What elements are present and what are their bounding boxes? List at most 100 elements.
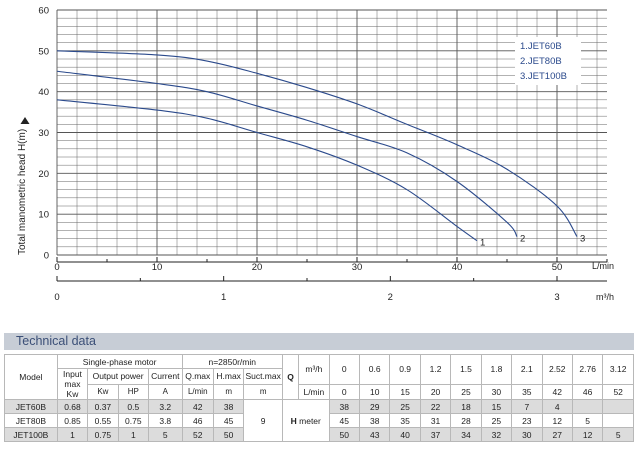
curve-3 [56,50,578,237]
h-cell: 31 [419,413,452,428]
q-lmin-cell: 35 [511,383,543,400]
x-tick-label: 50 [552,262,563,273]
legend-item-2: 2.JET80B [520,56,562,67]
curve-1 [56,99,478,242]
h-cell: 40 [389,427,421,442]
curve-label: 2 [520,234,525,245]
curve-label: 3 [580,234,585,245]
h-cell: 25 [389,399,421,414]
x2-tick-label: 1 [221,292,226,303]
q-label: Q [281,354,299,400]
model-cell: JET100B [4,427,58,442]
curve-label: 1 [480,238,485,249]
q-lmin-cell: 46 [571,383,604,400]
legend: 1.JET60B 2.JET80B 3.JET100B [515,37,581,85]
q-m3h-cell: 0.6 [358,354,391,385]
x-tick-label: 20 [252,262,263,273]
pump-performance-chart: 1 2 3 0 10 20 30 40 50 60 0 10 20 30 40 50 0 1 2 3 L/min m… [17,6,614,304]
curve-2 [56,70,518,237]
hp-cell: 0.5 [117,399,150,414]
q-m3h-cell: 1.8 [480,354,513,385]
technical-data-table: Model Single-phase motor n=2850r/min Q m… [4,354,634,442]
qmax-cell: 52 [181,427,214,442]
legend-item-3: 3.JET100B [520,71,567,82]
y-axis-label: Total manometric head H(m) [17,129,28,255]
h-cell: 18 [450,399,482,414]
h-cell: 38 [328,399,361,414]
q-lmin-cell: 25 [450,383,482,400]
h-cell: 12 [571,427,604,442]
h-cell: 15 [480,399,513,414]
x2-tick-label: 2 [388,292,393,303]
x-tick-label: 0 [54,262,59,273]
h-cell: 32 [480,427,513,442]
q-m3h-unit: m³/h [298,354,330,385]
h-meter-label: H meter [281,399,330,442]
current-header: Current [148,368,183,385]
model-cell: JET80B [4,413,58,428]
kw-cell: 0.37 [87,399,119,414]
hmax-cell: 50 [212,427,245,442]
qmax-header: Q.max [181,368,214,385]
h-cell: 50 [328,427,361,442]
qmax-cell: 46 [181,413,214,428]
unit-a: A [148,383,183,400]
y-tick-label: 10 [38,210,49,221]
h-cell: 22 [419,399,452,414]
tick-labels: 0 10 20 30 40 50 60 0 10 20 30 40 50 0 1 2 3 [38,6,562,304]
output-power-header: Output power [87,368,150,385]
technical-data-title: Technical data [16,334,96,348]
unit-m: m [212,383,245,400]
h-cell [571,399,604,414]
x-axis-unit: L/min [592,261,614,271]
h-label: H [290,415,297,426]
table-row: JET100B 1 0.75 1 5 52 50 50 43 40 37 34 … [4,427,634,442]
q-lmin-unit: L/min [298,383,330,400]
suct-value: 9 [243,399,283,442]
qmax-cell: 42 [181,399,214,414]
unit-m: m [243,383,283,400]
hmax-cell: 45 [212,413,245,428]
y-axis-arrow-icon [20,117,30,124]
h-cell: 29 [358,399,391,414]
h-cell: 5 [571,413,604,428]
h-cell: 35 [389,413,421,428]
h-cell: 45 [328,413,361,428]
suct-header: Suct.max [243,368,283,385]
unit-kw: Kw [87,383,119,400]
q-m3h-cell: 0.9 [389,354,421,385]
input-header: Input max Kw [56,368,89,400]
q-lmin-cell: 30 [480,383,513,400]
h-cell [602,399,634,414]
hmax-cell: 38 [212,399,245,414]
legend-item-1: 1.JET60B [520,41,562,52]
h-cell: 43 [358,427,391,442]
q-lmin-cell: 15 [389,383,421,400]
hmax-header: H.max [212,368,245,385]
x2-tick-label: 3 [554,292,559,303]
unit-hp: HP [117,383,150,400]
input-cell: 0.85 [56,413,89,428]
h-cell: 4 [541,399,573,414]
x-tick-label: 30 [352,262,363,273]
legend-box [515,37,581,85]
model-header: Model [4,354,58,400]
current-cell: 3.8 [148,413,183,428]
q-lmin-cell: 0 [328,383,361,400]
major-gridlines [56,9,607,256]
h-cell [602,413,634,428]
unit-lmin: L/min [181,383,214,400]
x2-tick-label: 0 [54,292,59,303]
current-cell: 5 [148,427,183,442]
hp-cell: 1 [117,427,150,442]
h-cell: 25 [480,413,513,428]
single-phase-header: Single-phase motor [56,354,183,369]
h-cell: 23 [511,413,543,428]
table-row: JET80B 0.85 0.55 0.75 3.8 46 45 45 38 35… [4,413,634,428]
performance-curves: 1 2 3 [56,50,585,249]
h-cell: 27 [541,427,573,442]
h-cell: 5 [602,427,634,442]
h-cell: 28 [450,413,482,428]
y-tick-label: 30 [38,128,49,139]
q-m3h-cell: 2.1 [511,354,543,385]
